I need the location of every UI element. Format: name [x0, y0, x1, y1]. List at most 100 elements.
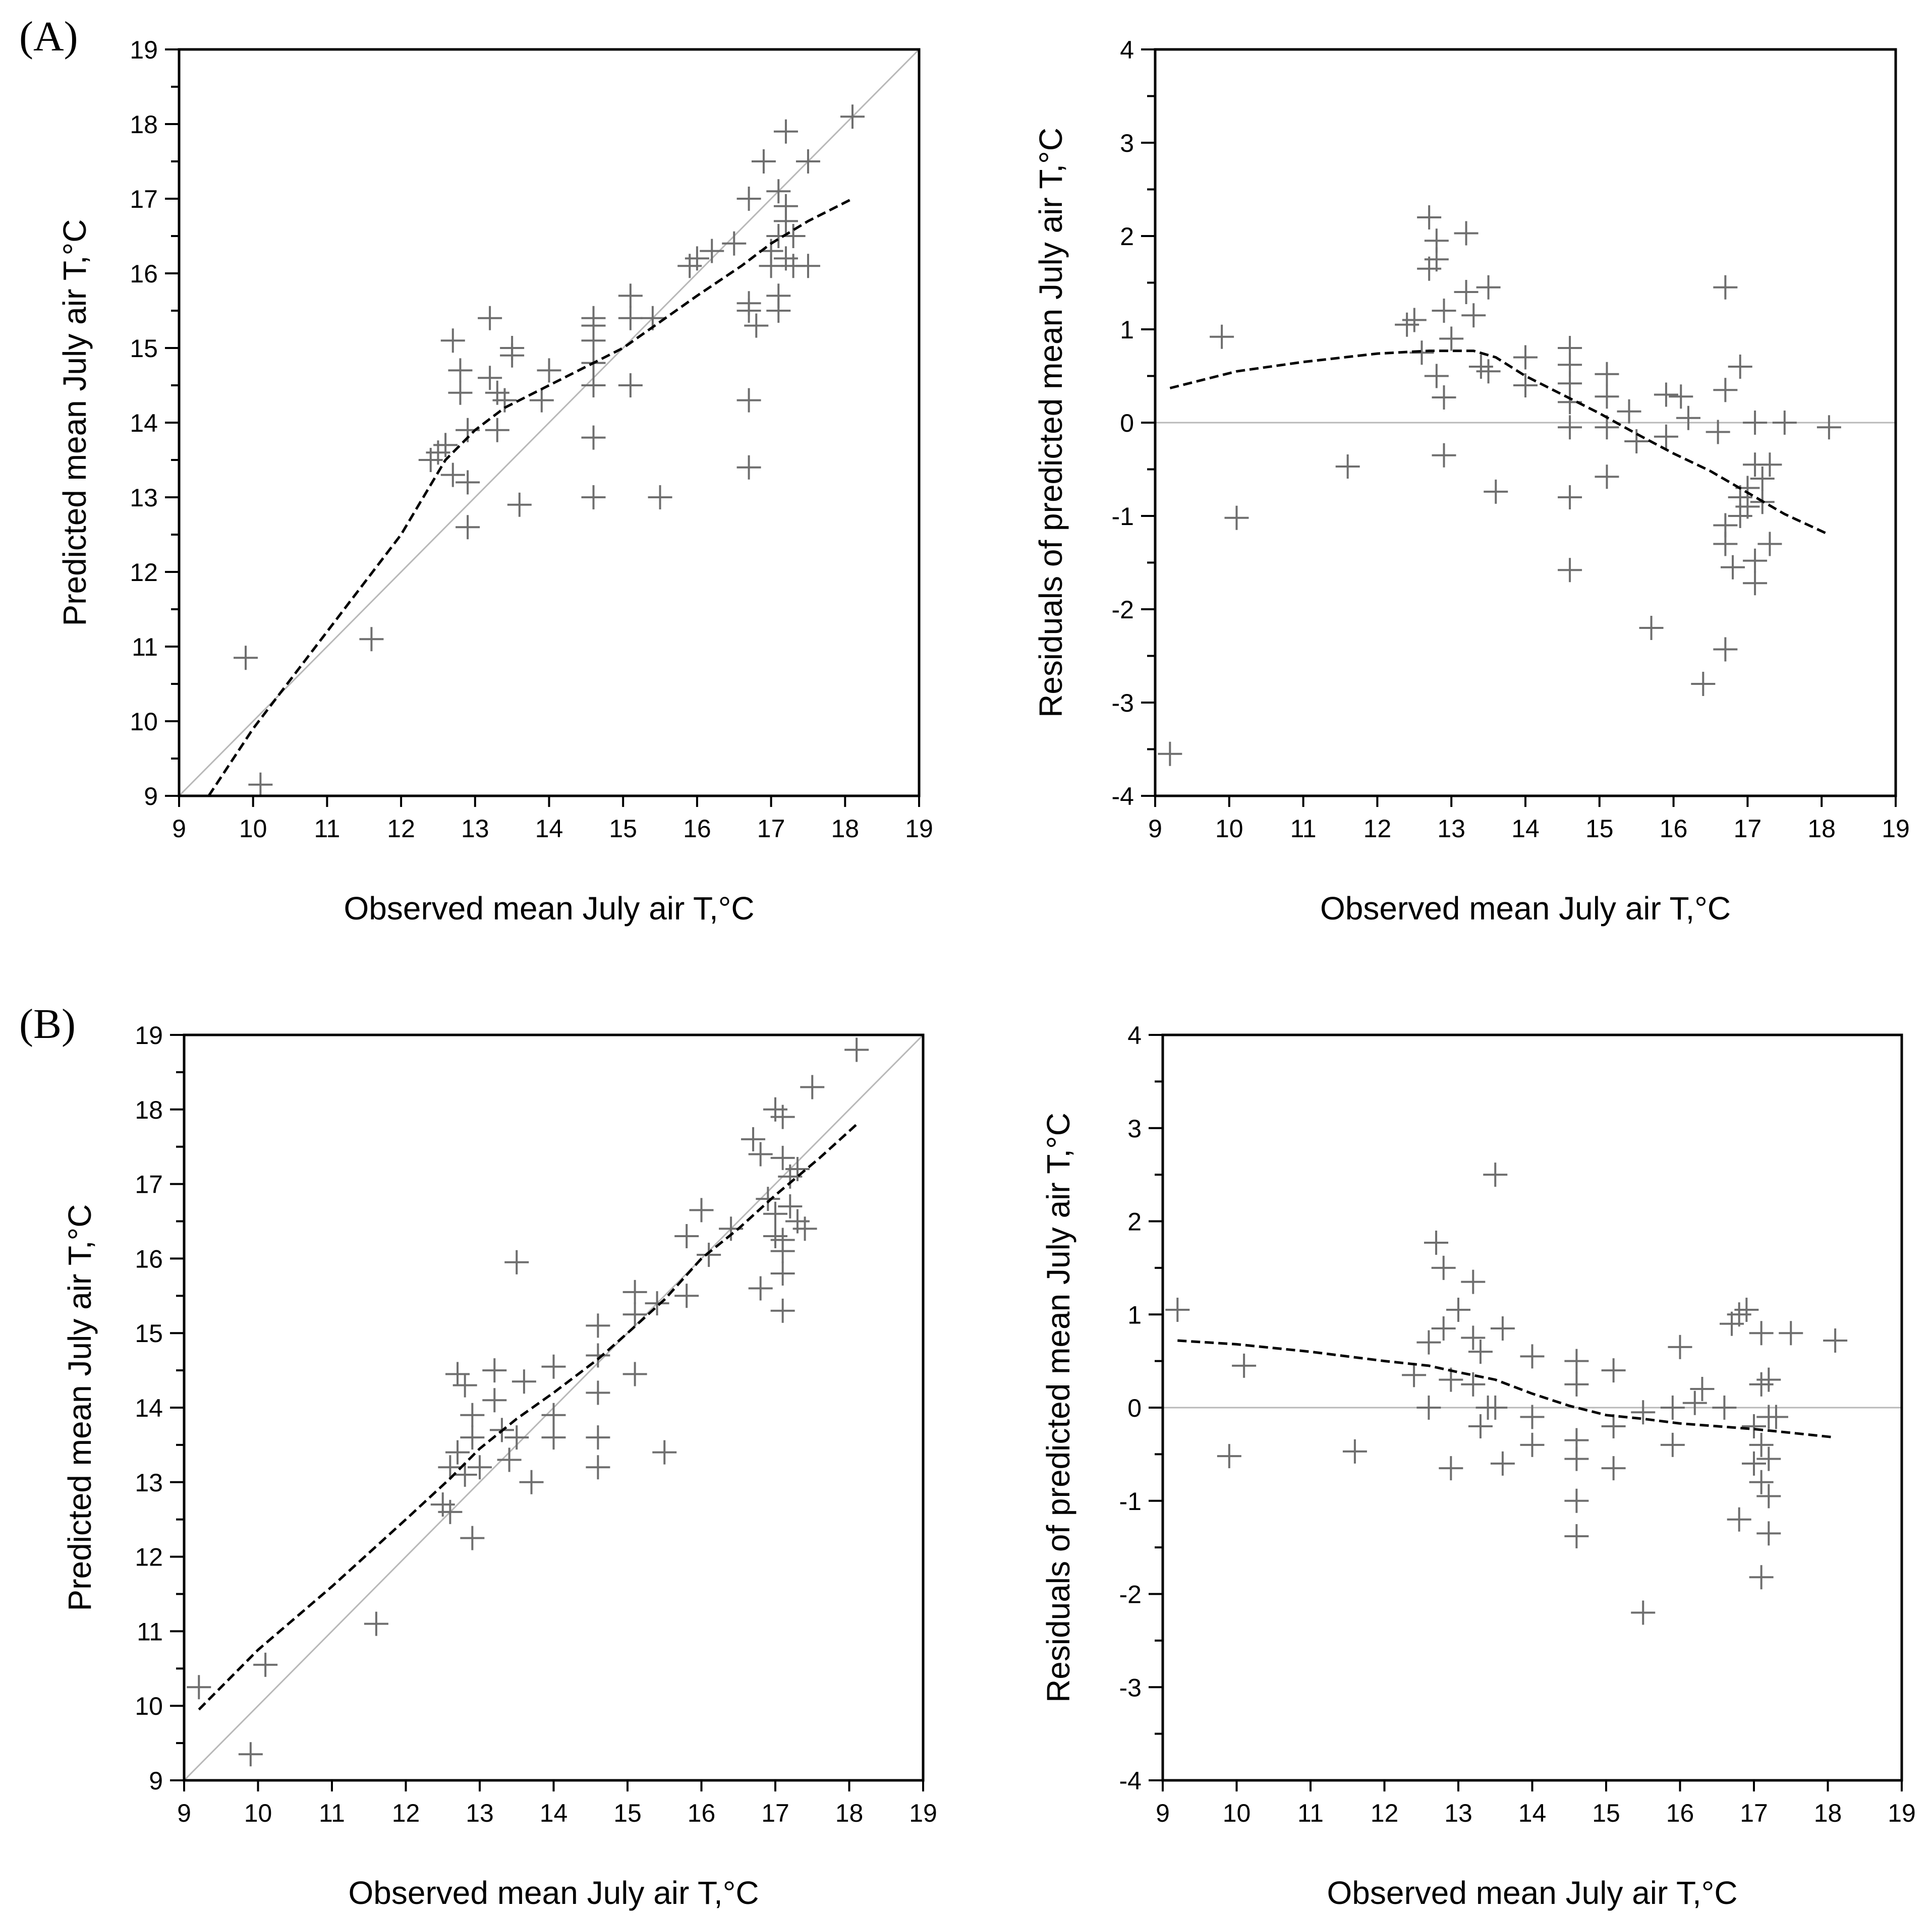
data-point — [460, 1526, 485, 1550]
data-point — [1483, 1396, 1508, 1420]
data-point — [1743, 411, 1768, 435]
x-tick-label: 19 — [905, 815, 933, 843]
x-tick-label: 11 — [1297, 1799, 1324, 1827]
data-point — [1669, 384, 1693, 409]
x-tick-label: 16 — [683, 815, 711, 843]
data-point — [792, 1216, 817, 1241]
data-point — [1757, 452, 1782, 477]
data-point — [1490, 1451, 1515, 1476]
data-point — [541, 1403, 566, 1427]
data-point — [751, 149, 776, 173]
y-tick-label: 2 — [1127, 1208, 1142, 1236]
data-point — [622, 1280, 647, 1304]
data-point — [1728, 355, 1752, 379]
data-point — [766, 299, 791, 323]
x-tick-label: 16 — [688, 1799, 716, 1827]
x-tick-label: 10 — [1215, 815, 1243, 843]
data-point — [1756, 1521, 1781, 1546]
y-tick-label: 11 — [132, 633, 158, 661]
y-tick-label: 12 — [130, 558, 158, 587]
data-point — [795, 254, 820, 278]
data-point — [1742, 1451, 1766, 1476]
x-tick-label: 12 — [387, 815, 415, 843]
data-point — [1558, 415, 1582, 440]
data-point — [1595, 465, 1619, 489]
data-point — [1601, 1456, 1626, 1481]
data-point — [581, 485, 606, 509]
data-point — [622, 1302, 647, 1327]
data-point — [844, 1037, 869, 1062]
x-tick-label: 12 — [392, 1799, 420, 1827]
data-point — [1749, 1321, 1774, 1346]
data-point — [1756, 1446, 1781, 1471]
y-tick-label: 18 — [135, 1096, 163, 1124]
data-point — [1750, 467, 1775, 491]
y-tick-label: 3 — [1120, 129, 1134, 157]
data-point — [1779, 1321, 1803, 1346]
x-tick-label: 16 — [1660, 815, 1688, 843]
data-point — [1595, 415, 1619, 440]
data-point — [519, 1470, 544, 1494]
data-point — [1639, 616, 1664, 640]
data-point — [1461, 1269, 1486, 1294]
data-point — [1735, 494, 1760, 519]
data-point — [1564, 1524, 1589, 1548]
data-point — [1690, 1377, 1715, 1402]
y-tick-label: 0 — [1127, 1394, 1142, 1422]
data-point — [1476, 359, 1501, 384]
data-point — [1595, 384, 1619, 409]
data-point — [1713, 378, 1738, 402]
data-point — [445, 1362, 470, 1386]
data-point — [586, 1380, 610, 1405]
y-tick-label: -3 — [1119, 1673, 1142, 1702]
data-point — [763, 1097, 787, 1122]
trend-line — [1177, 1339, 1836, 1439]
data-point — [581, 328, 606, 353]
data-point — [618, 306, 643, 330]
scatter-plot-b-predicted: 9 10 11 12 13 14 15 16 17 18 19 9 10 11 12 13 14 15 16 17 18… — [62, 1021, 937, 1911]
data-point — [1749, 1565, 1774, 1590]
x-tick-label: 15 — [1592, 1799, 1620, 1827]
data-point — [1210, 324, 1234, 349]
data-point — [622, 1362, 647, 1386]
y-tick-label: 17 — [135, 1171, 163, 1199]
data-point — [1461, 303, 1486, 328]
trend-line — [1169, 350, 1830, 536]
data-point — [1601, 1358, 1626, 1383]
data-point — [744, 313, 769, 338]
data-point — [748, 1142, 773, 1167]
x-tick-label: 19 — [1882, 815, 1910, 843]
x-tick-label: 12 — [1371, 1799, 1399, 1827]
data-point — [456, 515, 480, 540]
data-point — [433, 433, 458, 457]
data-point — [1734, 1298, 1759, 1322]
y-tick-label: 15 — [135, 1319, 163, 1348]
data-point — [1395, 312, 1419, 337]
x-tick-label: 9 — [1156, 1799, 1170, 1827]
x-tick-label: 13 — [1437, 815, 1465, 843]
data-point — [618, 373, 643, 397]
data-point — [581, 425, 606, 450]
y-tick-label: -1 — [1119, 1487, 1142, 1516]
y-tick-label: 2 — [1120, 222, 1134, 251]
data-point — [512, 1369, 536, 1394]
data-point — [460, 1425, 485, 1450]
y-tick-label: 10 — [130, 708, 158, 736]
y-tick-label: 1 — [1120, 316, 1134, 344]
y-tick-label: 16 — [130, 260, 158, 288]
data-point — [1682, 1390, 1707, 1415]
data-point — [1520, 1405, 1545, 1429]
data-point — [492, 388, 517, 413]
x-tick-label: 12 — [1363, 815, 1392, 843]
data-point — [482, 1388, 507, 1413]
data-point — [1595, 362, 1619, 386]
data-point — [485, 418, 509, 442]
y-tick-label: 13 — [135, 1469, 163, 1497]
x-tick-label: 9 — [172, 815, 186, 843]
panel-label-a: (A) — [19, 13, 78, 60]
data-point — [1439, 1456, 1463, 1481]
data-point — [685, 246, 709, 271]
data-point — [504, 1425, 529, 1450]
y-tick-label: 4 — [1127, 1021, 1142, 1050]
